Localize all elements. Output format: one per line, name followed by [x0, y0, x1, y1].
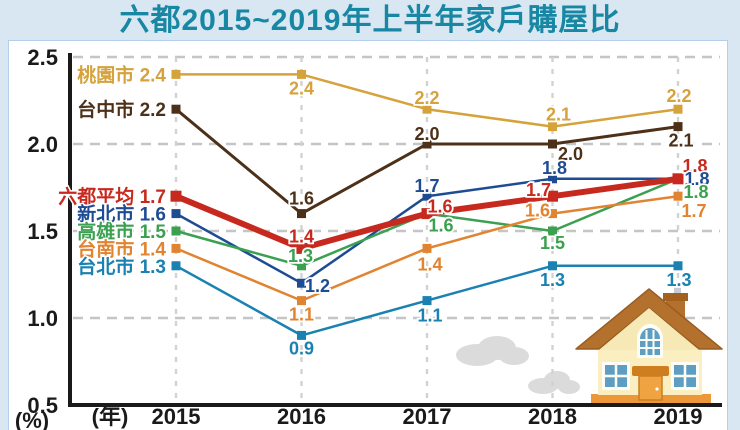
y-tick-label: 1.5 — [27, 219, 58, 244]
new-taipei-value-label: 1.8 — [542, 158, 567, 178]
six-city-average-legend-label: 六都平均 1.7 — [58, 185, 166, 208]
taoyuan-value-label: 2.4 — [289, 78, 314, 98]
taoyuan-marker — [548, 122, 557, 132]
taoyuan-marker — [673, 104, 683, 114]
taichung-marker — [422, 139, 432, 149]
taipei-value-label: 1.3 — [666, 270, 691, 290]
roof-icon — [575, 288, 723, 350]
new-taipei-value-label: 1.8 — [684, 169, 709, 189]
door-handle — [655, 387, 659, 391]
taichung-value-label: 2.0 — [558, 144, 583, 164]
door-awning — [632, 366, 669, 376]
window-grid — [674, 365, 696, 387]
new-taipei-marker — [548, 174, 557, 184]
six-city-average-value-label: 1.4 — [289, 226, 314, 246]
tainan-legend-label: 台南市 1.4 — [77, 237, 166, 260]
taichung-legend-label: 台中市 2.2 — [77, 98, 166, 121]
taichung-value-label: 1.6 — [289, 189, 314, 209]
six-city-average-marker — [421, 208, 433, 220]
door-icon — [638, 375, 663, 401]
new-taipei-value-label: 1.2 — [305, 276, 330, 296]
taoyuan-marker — [297, 69, 306, 79]
tainan-value-label: 1.6 — [525, 201, 550, 221]
x-tick-label: 2015 — [152, 404, 201, 429]
chimney-vent — [674, 287, 681, 296]
kaohsiung-marker — [297, 261, 306, 271]
tainan-value-label: 1.7 — [681, 201, 706, 221]
chimney-cap-icon — [663, 293, 688, 301]
six-city-average-marker — [170, 190, 182, 202]
taoyuan-value-label: 2.1 — [546, 105, 571, 125]
taichung-marker — [548, 139, 557, 149]
kaohsiung-legend-label: 高雄市 1.5 — [77, 220, 166, 243]
window-grid — [605, 365, 627, 387]
taichung-value-label: 2.1 — [668, 131, 693, 151]
tainan-marker — [673, 191, 683, 201]
taipei-marker — [171, 261, 181, 271]
taipei-value-label: 1.1 — [417, 306, 442, 326]
x-tick-label: 2019 — [654, 404, 703, 429]
taichung-marker — [297, 209, 306, 219]
six-city-average-value-label: 1.8 — [682, 156, 707, 176]
arch-window-icon — [640, 328, 660, 355]
six-city-average-marker — [672, 173, 684, 185]
taichung-marker — [673, 122, 683, 132]
y-tick-label: 0.5 — [27, 393, 58, 418]
taichung-value-label: 2.0 — [414, 124, 439, 144]
taipei-legend-label: 台北市 1.3 — [77, 255, 166, 278]
new-taipei-marker — [422, 191, 432, 201]
taoyuan-value-label: 2.2 — [666, 86, 691, 106]
new-taipei-value-label: 1.7 — [414, 176, 439, 196]
tainan-value-label: 1.4 — [417, 254, 442, 274]
x-tick-label: 2018 — [528, 404, 577, 429]
arch-window-grid — [640, 330, 660, 355]
y-tick-label: 2.0 — [27, 132, 58, 157]
taoyuan-marker — [422, 104, 432, 114]
six-city-average-marker — [296, 242, 307, 254]
x-axis-unit: (年) — [92, 404, 129, 429]
x-tick-label: 2017 — [403, 404, 452, 429]
tainan-value-label: 1.1 — [289, 305, 314, 325]
six-city-average-marker — [547, 190, 558, 202]
taipei-marker — [673, 261, 683, 271]
y-tick-label: 2.5 — [27, 45, 58, 70]
taipei-marker — [297, 330, 306, 340]
y-tick-label: 1.0 — [27, 306, 58, 331]
new-taipei-marker — [171, 209, 181, 219]
tainan-marker — [171, 243, 181, 253]
six-city-average-value-label: 1.7 — [526, 180, 551, 200]
cloud-icon — [528, 371, 580, 394]
x-tick-label: 2016 — [277, 404, 326, 429]
kaohsiung-marker — [548, 226, 557, 236]
taipei-value-label: 0.9 — [289, 338, 314, 358]
kaohsiung-value-label: 1.3 — [288, 246, 313, 266]
tainan-marker — [548, 209, 557, 219]
taipei-value-label: 1.3 — [540, 270, 565, 290]
taoyuan-legend-label: 桃園市 2.4 — [77, 63, 166, 86]
new-taipei-marker — [297, 278, 306, 288]
kaohsiung-marker — [171, 226, 181, 236]
page-title: 六都2015~2019年上半年家戶購屋比 — [119, 4, 621, 37]
kaohsiung-value-label: 1.8 — [683, 182, 708, 202]
kaohsiung-value-label: 1.6 — [428, 216, 453, 236]
taoyuan-marker — [171, 69, 181, 79]
tainan-marker — [297, 296, 306, 306]
kaohsiung-value-label: 1.5 — [540, 233, 565, 253]
new-taipei-legend-label: 新北市 1.6 — [77, 203, 166, 226]
taichung-marker — [171, 104, 181, 114]
y-axis-unit: (%) — [15, 408, 49, 430]
six-city-average-value-label: 1.6 — [427, 197, 452, 217]
house-illustration — [575, 287, 723, 406]
tainan-marker — [422, 243, 432, 253]
taoyuan-value-label: 2.2 — [414, 88, 439, 108]
taipei-marker — [548, 261, 557, 271]
taipei-marker — [422, 296, 432, 306]
cloud-icon — [456, 336, 529, 366]
